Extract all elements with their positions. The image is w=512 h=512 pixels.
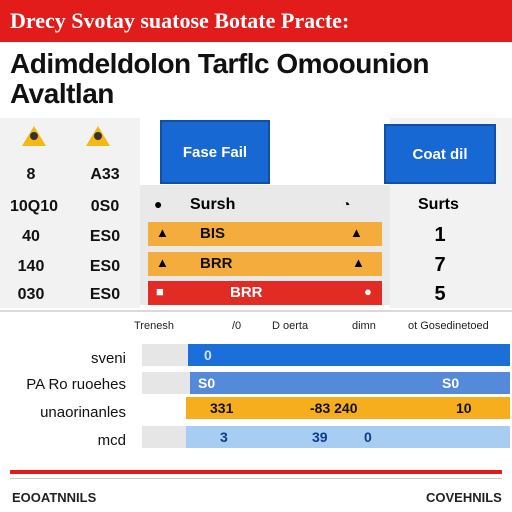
data-bar: 331 -83 240 10 [186, 397, 510, 419]
data-bar: S0 S0 [190, 372, 510, 394]
bar-background [142, 372, 190, 394]
status-bar[interactable]: ■ BRR ● [148, 281, 382, 305]
status-header-left: Sursh [190, 196, 236, 213]
bar-value: 3 [220, 429, 228, 445]
fase-fail-button[interactable]: Fase Fail [160, 120, 270, 184]
bar-value: 10 [456, 400, 472, 416]
footer-right: COVEHNILS [426, 490, 502, 505]
top-banner: Drecy Svotay suatose Botate Practe: [0, 0, 512, 42]
row-label: sveni [90, 350, 126, 367]
left-table-cell: 0S0 [90, 198, 120, 215]
status-value: 7 [434, 254, 446, 276]
fase-fail-label: Fase Fail [182, 143, 248, 161]
row-label: mcd [97, 432, 126, 449]
status-bar-label: BRR [230, 284, 263, 301]
alert-icon: ● [364, 284, 372, 299]
coat-dil-label: Coat dil [412, 145, 468, 163]
footer-divider [10, 478, 502, 479]
warning-small-icon: ▲ [352, 255, 365, 270]
legend-item: D oerta [272, 320, 309, 332]
legend-item: ot Gosedinetoed [408, 320, 489, 332]
warning-small-icon: ▲ [156, 225, 169, 240]
banner-title: Drecy Svotay suatose Botate Practe: [10, 8, 350, 33]
left-table-cell: ES0 [89, 286, 121, 303]
section-divider [0, 310, 512, 312]
status-value: 5 [434, 283, 446, 305]
page-title-line-1: Adimdeldolon Tarflc Omoounion [10, 48, 429, 79]
warning-icon [22, 126, 46, 146]
legend-item: Trenesh [134, 320, 174, 332]
bar-value: 39 [312, 429, 328, 445]
bar-value: -83 240 [310, 400, 358, 416]
bar-value: 0 [364, 429, 372, 445]
status-bar-label: BRR [200, 255, 233, 272]
row-label: unaorinanles [40, 404, 126, 421]
bar-value: S0 [198, 375, 216, 391]
page-title-line-2: Avaltlan [10, 78, 114, 109]
legend-item: dimn [352, 320, 376, 332]
left-panel [0, 118, 140, 308]
left-table-cell: ES0 [89, 258, 121, 275]
left-table-cell: 140 [17, 258, 45, 275]
left-table-cell: 8 [26, 166, 36, 183]
status-bar[interactable]: ▲ BIS ▲ [148, 222, 382, 246]
warning-small-icon: ▲ [350, 225, 363, 240]
bar-value: S0 [442, 375, 460, 391]
data-bar: 3 39 0 [186, 426, 510, 448]
alert-icon: ■ [156, 284, 164, 299]
dot-icon: ● [154, 196, 163, 212]
status-bar-label: BIS [200, 225, 226, 242]
left-table-cell: ES0 [89, 228, 121, 245]
bottom-accent-line [10, 470, 502, 474]
status-value: 1 [434, 224, 446, 246]
bar-value: 0 [204, 347, 212, 363]
loading-icon: ◔ [342, 196, 351, 212]
coat-dil-button[interactable]: Coat dil [384, 124, 496, 184]
status-bar[interactable]: ▲ BRR ▲ [148, 252, 382, 276]
warning-small-icon: ▲ [156, 255, 169, 270]
bar-background [142, 344, 188, 366]
data-bar: 0 [188, 344, 510, 366]
row-label: PA Ro ruoehes [26, 376, 126, 393]
left-table-cell: A33 [90, 166, 120, 183]
legend-item: /0 [232, 320, 242, 332]
bar-value: 331 [210, 400, 234, 416]
status-header-right: Surts [418, 196, 459, 213]
left-table-cell: 10Q10 [10, 198, 59, 215]
bar-background [142, 426, 186, 448]
left-table-cell: 030 [17, 286, 45, 303]
footer-left: EOOATNNILS [12, 490, 97, 505]
warning-icon [86, 126, 110, 146]
left-table-cell: 40 [22, 228, 40, 245]
